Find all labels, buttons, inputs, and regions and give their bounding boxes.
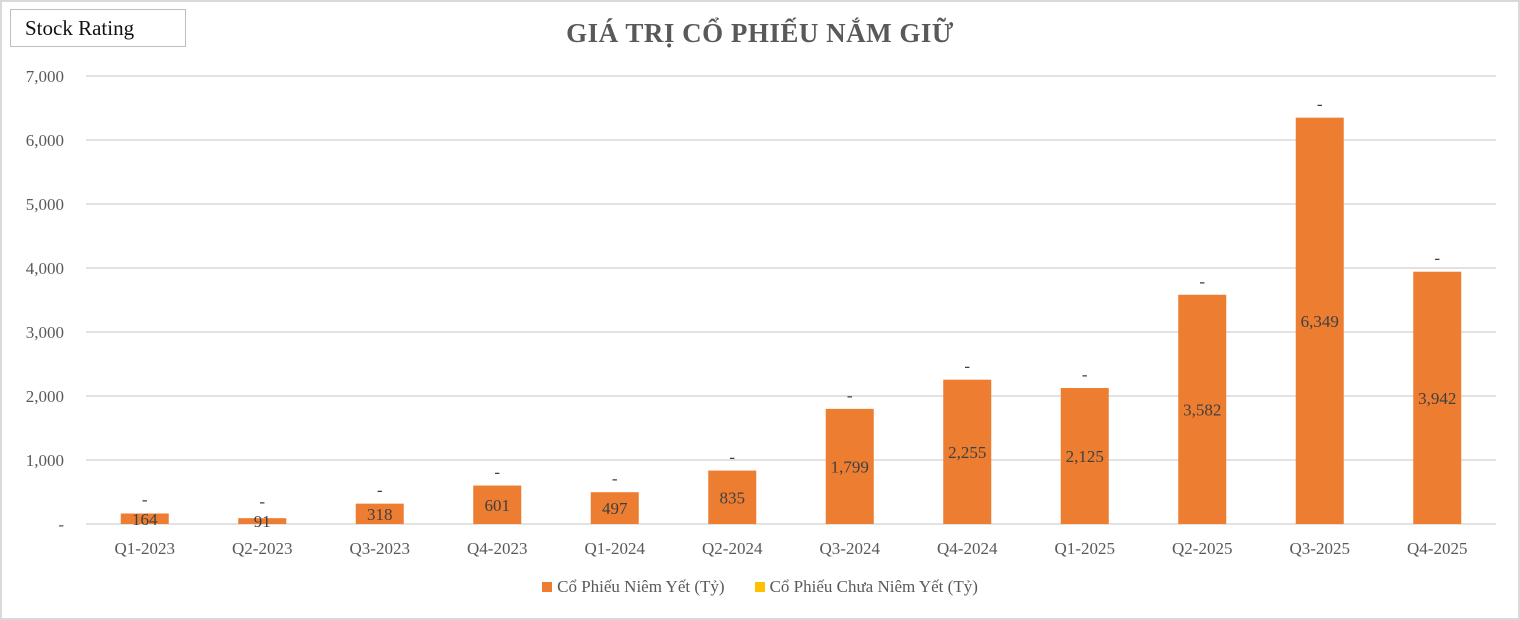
data-label-listed: 6,349	[1301, 312, 1339, 331]
data-label-unlisted: -	[1434, 249, 1440, 268]
x-tick-label: Q2-2025	[1172, 539, 1232, 558]
data-label-unlisted: -	[1082, 365, 1088, 384]
data-label-listed: 2,255	[948, 443, 986, 462]
legend-swatch-unlisted	[754, 582, 765, 592]
x-tick-label: Q3-2024	[820, 539, 881, 558]
x-tick-label: Q1-2025	[1055, 539, 1115, 558]
x-tick-label: Q4-2023	[467, 539, 527, 558]
bar-listed	[1178, 294, 1227, 524]
legend: Cổ Phiếu Niêm Yết (Tỷ) Cổ Phiếu Chưa Niê…	[0, 577, 1520, 597]
data-label-listed: 497	[602, 499, 628, 518]
x-tick-label: Q2-2023	[232, 539, 292, 558]
data-label-listed: 835	[720, 488, 746, 507]
x-tick-label: Q1-2024	[585, 539, 646, 558]
y-tick-label: 1,000	[26, 451, 64, 470]
x-tick-label: Q1-2023	[115, 539, 175, 558]
data-label-listed: 3,582	[1183, 400, 1221, 419]
bar-listed	[238, 518, 287, 524]
y-tick-label: 4,000	[26, 259, 64, 278]
data-label-unlisted: -	[259, 492, 265, 511]
y-tick-label: 7,000	[26, 67, 64, 86]
y-tick-label: 2,000	[26, 387, 64, 406]
data-label-unlisted: -	[729, 448, 735, 467]
data-label-unlisted: -	[847, 386, 853, 405]
data-label-listed: 601	[485, 496, 511, 515]
data-label-listed: 318	[367, 505, 393, 524]
data-label-listed: 1,799	[831, 457, 869, 476]
data-label-unlisted: -	[612, 469, 618, 488]
bar-listed	[708, 470, 757, 524]
data-label-listed: 164	[132, 510, 158, 529]
bar-listed	[1060, 388, 1109, 524]
data-label-listed: 3,942	[1418, 389, 1456, 408]
bar-listed	[825, 408, 874, 524]
x-tick-label: Q3-2025	[1290, 539, 1350, 558]
y-tick-label: 5,000	[26, 195, 64, 214]
y-tick-label: 3,000	[26, 323, 64, 342]
data-label-unlisted: -	[964, 357, 970, 376]
data-label-unlisted: -	[494, 463, 500, 482]
legend-label-unlisted: Cổ Phiếu Chưa Niêm Yết (Tỷ)	[769, 577, 978, 596]
data-label-unlisted: -	[142, 490, 148, 509]
legend-label-listed: Cổ Phiếu Niêm Yết (Tỷ)	[557, 577, 725, 596]
bar-listed	[1295, 117, 1344, 524]
chart-title: GIÁ TRỊ CỔ PHIẾU NẮM GIỮ	[566, 18, 954, 48]
bar-listed	[473, 485, 522, 524]
data-label-listed: 2,125	[1066, 447, 1104, 466]
y-tick-label: 6,000	[26, 131, 64, 150]
data-label-unlisted: -	[1317, 95, 1323, 114]
x-tick-label: Q3-2023	[350, 539, 410, 558]
y-tick-label: -	[58, 515, 64, 534]
legend-item-unlisted: Cổ Phiếu Chưa Niêm Yết (Tỷ)	[754, 577, 978, 597]
legend-item-listed: Cổ Phiếu Niêm Yết (Tỷ)	[542, 577, 725, 597]
legend-swatch-listed	[542, 582, 553, 592]
bar-listed	[120, 513, 169, 524]
x-tick-label: Q4-2024	[937, 539, 998, 558]
x-tick-label: Q4-2025	[1407, 539, 1467, 558]
bar-listed	[355, 503, 404, 524]
data-label-unlisted: -	[377, 481, 383, 500]
x-tick-label: Q2-2024	[702, 539, 763, 558]
bar-listed	[1413, 271, 1462, 524]
data-label-listed: 91	[254, 512, 271, 531]
bar-listed	[943, 379, 992, 524]
bar-listed	[590, 492, 639, 524]
data-label-unlisted: -	[1199, 272, 1205, 291]
stock-rating-badge: Stock Rating	[10, 9, 186, 47]
